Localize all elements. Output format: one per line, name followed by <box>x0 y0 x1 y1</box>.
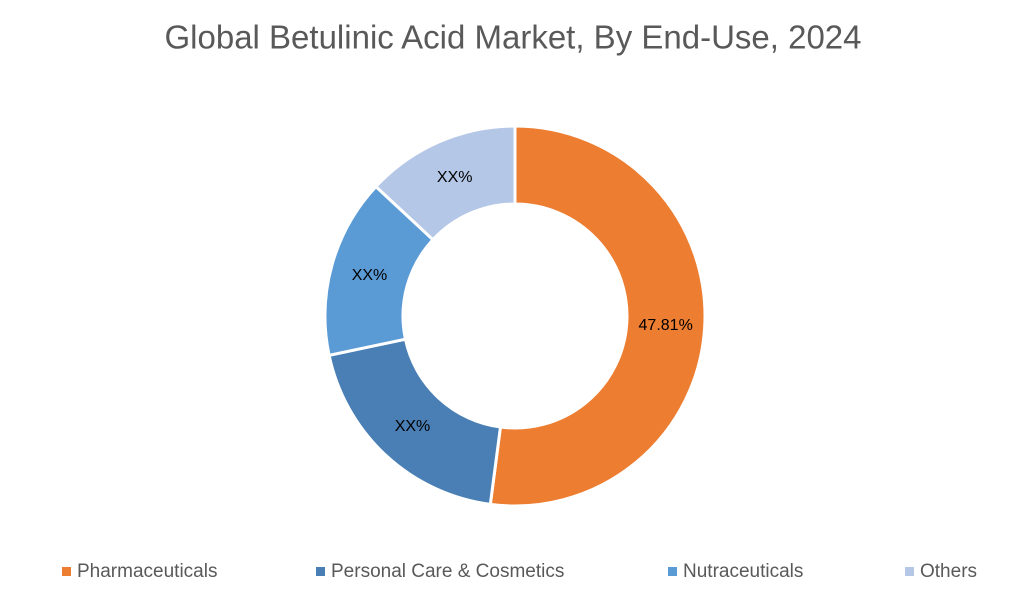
legend-marker <box>905 567 914 576</box>
legend-label: Nutraceuticals <box>683 561 803 582</box>
legend-label: Pharmaceuticals <box>77 561 217 582</box>
donut-slice <box>488 124 707 508</box>
donut-slice <box>327 337 503 507</box>
legend-marker <box>316 567 325 576</box>
data-label: XX% <box>395 418 431 435</box>
legend-label: Others <box>920 561 977 582</box>
legend-label: Personal Care & Cosmetics <box>331 561 564 582</box>
chart-title: Global Betulinic Acid Market, By End-Use… <box>164 19 861 56</box>
legend-marker <box>62 567 71 576</box>
data-label: XX% <box>352 267 388 284</box>
legend-marker <box>668 567 677 576</box>
data-label: XX% <box>437 169 473 186</box>
donut-slice <box>373 124 517 242</box>
data-label: 47.81% <box>639 317 693 334</box>
